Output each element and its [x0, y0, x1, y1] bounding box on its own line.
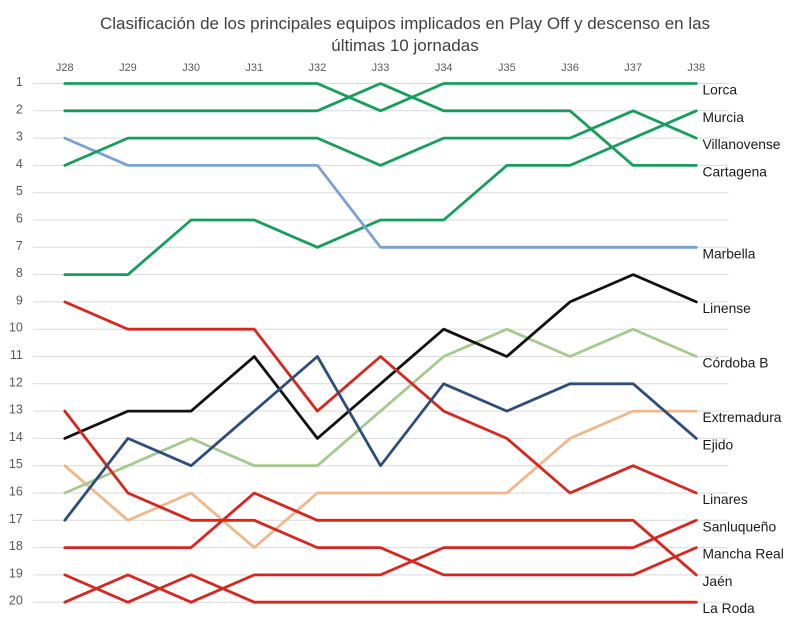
series-line-cordoba-b	[63, 327, 698, 495]
team-label-sanluqueno: Sanluqueño	[703, 519, 777, 534]
y-tick-label-1: 1	[16, 75, 23, 89]
y-tick-label-16: 16	[9, 485, 23, 499]
y-tick-label-9: 9	[16, 293, 23, 307]
y-tick-label-18: 18	[9, 539, 23, 553]
x-tick-label-j34: J34	[435, 62, 453, 74]
x-tick-label-j37: J37	[624, 62, 642, 74]
x-tick-label-j28: J28	[56, 62, 74, 74]
team-label-cordoba-b: Córdoba B	[703, 356, 769, 371]
y-tick-label-4: 4	[16, 157, 23, 171]
y-tick-label-20: 20	[9, 594, 23, 608]
y-tick-label-17: 17	[9, 512, 23, 526]
series-line-ejido	[63, 355, 698, 522]
y-tick-label-15: 15	[9, 457, 23, 471]
series-line-villanovense	[63, 109, 698, 167]
series-line-murcia	[63, 109, 698, 277]
team-labels-layer: Lorca Cartagena Murcia Marbella Villanovense…	[703, 83, 784, 617]
series-line-linense	[63, 273, 698, 440]
team-label-la-roda: La Roda	[703, 601, 755, 614]
chart-title-line-1: Clasificación de los principales equipos…	[100, 14, 710, 33]
y-tick-label-13: 13	[9, 403, 23, 417]
series-line-extremadura	[63, 409, 698, 549]
y-tick-label-11: 11	[10, 348, 23, 362]
team-label-extremadura: Extremadura	[703, 410, 782, 425]
x-tick-label-j30: J30	[182, 62, 200, 74]
y-tick-label-2: 2	[16, 102, 23, 116]
y-tick-label-14: 14	[9, 430, 23, 444]
y-tick-label-5: 5	[16, 184, 23, 198]
team-label-mancha-real: Mancha Real	[703, 547, 784, 562]
x-tick-label-j32: J32	[309, 62, 327, 74]
team-label-murcia: Murcia	[703, 110, 745, 125]
series-line-marbella	[63, 136, 698, 249]
x-tick-label-j36: J36	[561, 62, 579, 74]
y-tick-label-6: 6	[16, 212, 23, 226]
axis-labels-layer: J28 J29 J30 J31 J32 J33 J34 J35 J36 J37 J381234567…	[9, 62, 705, 608]
team-label-marbella: Marbella	[703, 246, 756, 261]
y-tick-label-10: 10	[9, 321, 23, 335]
team-label-jaen: Jaén	[703, 574, 733, 589]
series-line-mancha-real	[63, 409, 698, 577]
series-layer	[63, 82, 698, 604]
y-tick-label-12: 12	[9, 375, 23, 389]
series-line-jaen	[63, 491, 698, 577]
gridlines-layer	[33, 83, 729, 603]
series-line-lorca	[63, 82, 698, 113]
y-tick-label-8: 8	[16, 266, 23, 280]
series-line-sanluqueno	[63, 518, 698, 604]
x-tick-label-j35: J35	[498, 62, 516, 74]
series-line-la-roda	[63, 573, 698, 604]
team-label-linares: Linares	[703, 492, 748, 507]
chart-title-line-2: últimas 10 jornadas	[331, 36, 478, 55]
x-tick-label-j38: J38	[687, 62, 705, 74]
series-line-linares	[63, 300, 698, 495]
y-tick-label-7: 7	[16, 239, 23, 253]
x-tick-label-j31: J31	[245, 62, 263, 74]
y-tick-label-19: 19	[9, 566, 23, 580]
team-label-lorca: Lorca	[703, 83, 738, 98]
team-label-villanovense: Villanovense	[703, 137, 781, 152]
x-tick-label-j29: J29	[119, 62, 137, 74]
y-tick-label-3: 3	[16, 130, 23, 144]
team-label-ejido: Ejido	[703, 437, 734, 452]
team-label-linense: Linense	[703, 301, 752, 316]
team-label-cartagena: Cartagena	[703, 164, 768, 179]
x-tick-label-j33: J33	[372, 62, 390, 74]
